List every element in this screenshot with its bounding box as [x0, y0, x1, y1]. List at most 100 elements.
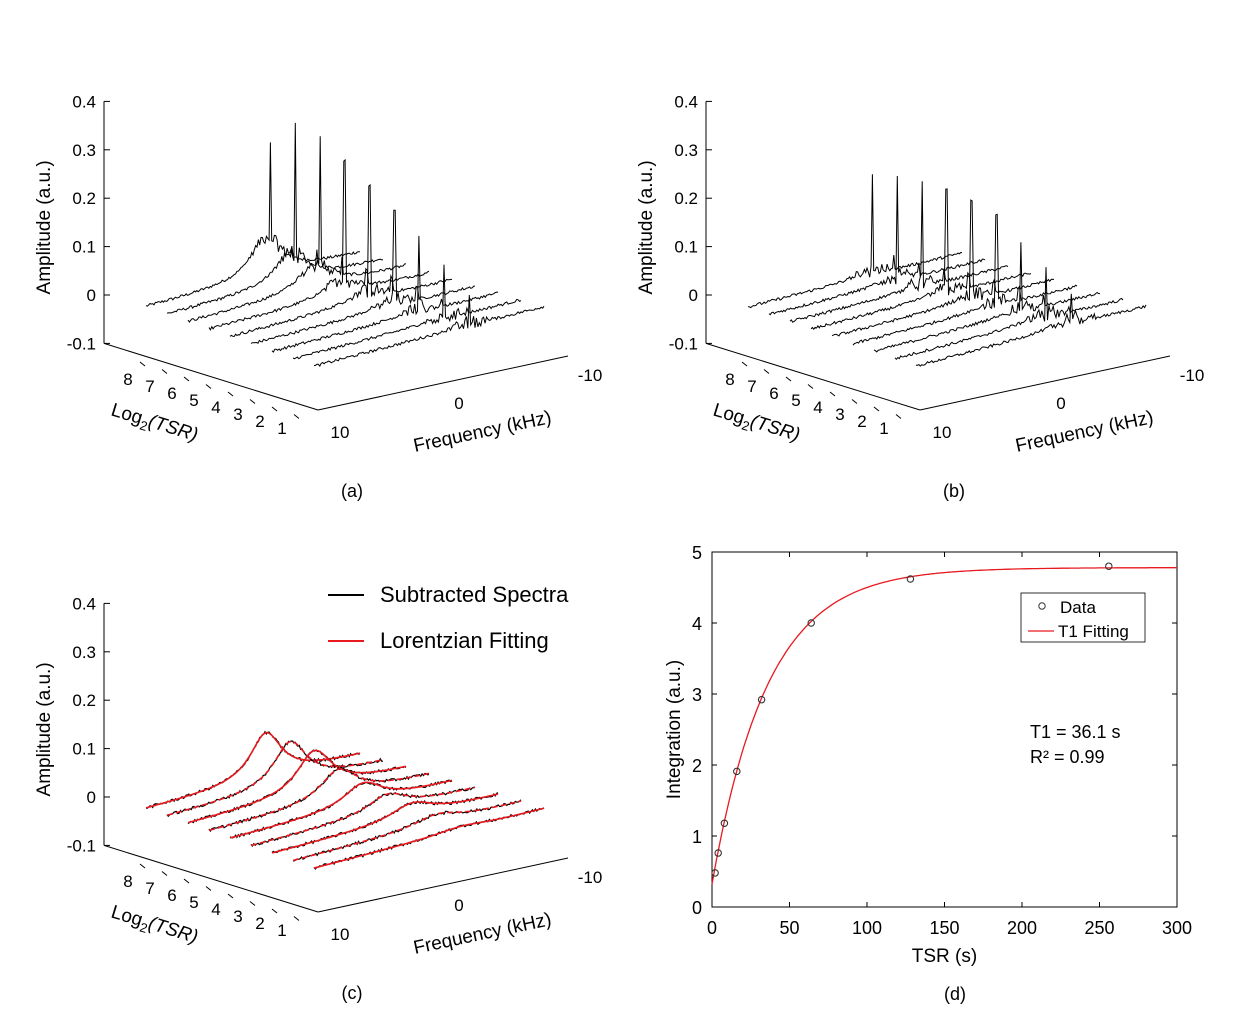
lorentzian-fit-line [187, 749, 407, 824]
spectrum-line [747, 174, 963, 309]
z-tick-label: 0.2 [674, 189, 698, 208]
z-tick-label: 0.1 [72, 238, 96, 257]
depth-tick-label: 1 [879, 419, 888, 438]
spectrum-line [145, 142, 360, 307]
y-tick-label: 3 [692, 685, 702, 705]
depth-tick [293, 414, 300, 419]
spectrum-line [292, 264, 522, 360]
z-tick-label: 0.1 [72, 740, 96, 759]
depth-tick-label: 5 [791, 391, 800, 410]
depth-tick [139, 361, 146, 367]
data-point [714, 849, 722, 857]
lorentzian-fit-line [313, 807, 545, 869]
depth-tick [741, 361, 748, 367]
panel-a: 0.4 0.3 0.2 0.1 0 -0.1 Amplitude (a.u.) 8 7 6 5 4 3 2… [34, 92, 602, 501]
z-tick-label: 0.3 [72, 643, 96, 662]
lorentzian-fit-line [208, 767, 430, 832]
spectrum-line [768, 175, 986, 316]
legend-box [1020, 592, 1146, 643]
annotation-t1: T1 = 36.1 s [1030, 722, 1121, 742]
y-tick-label: 4 [692, 614, 702, 634]
depth-tick [161, 871, 168, 876]
depth-tick-label: 7 [145, 377, 154, 396]
x-tick-label: 300 [1162, 918, 1192, 938]
frequency-axis-line [317, 355, 569, 411]
depth-tick-label: 4 [211, 900, 220, 919]
x-tick-label: 200 [1007, 918, 1037, 938]
depth-tick-label: 5 [189, 893, 198, 912]
depth-tick [183, 878, 190, 884]
depth-tick-label: 3 [233, 907, 242, 926]
t1-fit-curve [711, 567, 1177, 885]
panel-d: 0 50 100 150 200 250 300 0 1 2 3 4 5 TSR (s) Integrati… [664, 543, 1192, 1004]
depth-axis-line [103, 844, 319, 913]
spectrum-line [894, 267, 1124, 361]
frequency-axis-label: Frequency (kHz) [412, 407, 554, 457]
depth-axis-line [103, 342, 319, 411]
depth-tick [271, 406, 278, 412]
depth-tick-label: 8 [123, 872, 132, 891]
frequency-axis-label: Frequency (kHz) [412, 909, 554, 959]
lorentzian-fit-line [250, 786, 476, 847]
depth-tick-label: 8 [123, 370, 132, 389]
z-tick-label: -0.1 [669, 334, 698, 353]
depth-tick-label: 5 [189, 391, 198, 410]
frequency-axis-line [919, 355, 1171, 411]
depth-tick [249, 399, 256, 404]
frequency-tick-label: -10 [578, 868, 603, 887]
depth-tick-label: 2 [255, 914, 264, 933]
y-axis-label: Amplitude (a.u.) [636, 160, 657, 294]
frequency-axis-label: Frequency (kHz) [1014, 407, 1156, 457]
panel-label: (c) [342, 983, 363, 1003]
data-point [906, 575, 915, 583]
z-tick-label: 0.4 [674, 92, 698, 111]
lorentzian-fit-line [271, 793, 499, 854]
panel-label: (a) [341, 481, 363, 501]
subtracted-spectrum-line [208, 766, 430, 833]
depth-tick [139, 863, 146, 869]
legend-label: T1 Fitting [1058, 622, 1129, 641]
lorentzian-fit-line [292, 800, 522, 862]
y-axis-label: Amplitude (a.u.) [34, 662, 55, 796]
depth-tick [205, 384, 212, 389]
subtracted-spectrum-line [145, 730, 361, 809]
data-point [807, 619, 815, 627]
depth-tick [895, 414, 902, 419]
y-tick-label: 5 [692, 543, 702, 563]
legend-label: Data [1060, 598, 1096, 617]
data-point [711, 869, 719, 877]
z-tick-label: 0.2 [72, 189, 96, 208]
y-tick-label: 0 [692, 898, 702, 918]
x-axis-label: TSR (s) [912, 946, 977, 967]
z-tick-label: 0.1 [674, 238, 698, 257]
depth-tick-label: 7 [145, 879, 154, 898]
lorentzian-fit-line [229, 779, 453, 839]
subtracted-spectrum-line [166, 740, 383, 818]
y-axis-label: Amplitude (a.u.) [34, 160, 55, 294]
depth-axis-label: Log2(TSR) [108, 902, 201, 951]
frequency-tick-label: -10 [1180, 366, 1205, 385]
spectrum-line [313, 294, 545, 368]
y-tick-label: 1 [692, 827, 702, 847]
x-tick-label: 250 [1084, 918, 1114, 938]
annotation-r2: R² = 0.99 [1030, 747, 1105, 767]
spectrum-line [789, 181, 1009, 323]
y-axis-label: Integration (a.u.) [664, 660, 685, 799]
spectrum-line [166, 122, 384, 314]
lorentzian-fit-line [145, 731, 361, 809]
depth-tick [785, 376, 792, 382]
panel-label: (d) [944, 984, 966, 1004]
spectrum-line [852, 213, 1078, 346]
depth-axis-label: Log2(TSR) [710, 400, 803, 449]
lorentzian-fit-line [166, 740, 384, 816]
depth-tick-label: 1 [277, 921, 286, 940]
spectrum-line [873, 242, 1100, 353]
depth-tick-label: 1 [277, 419, 286, 438]
data-point [1105, 562, 1113, 570]
x-tick-label: 50 [779, 918, 799, 938]
frequency-tick-label: 0 [454, 394, 463, 413]
frequency-tick-label: 10 [331, 925, 350, 944]
panel-label: (b) [943, 481, 965, 501]
depth-tick [205, 886, 212, 891]
z-tick-label: -0.1 [67, 334, 96, 353]
